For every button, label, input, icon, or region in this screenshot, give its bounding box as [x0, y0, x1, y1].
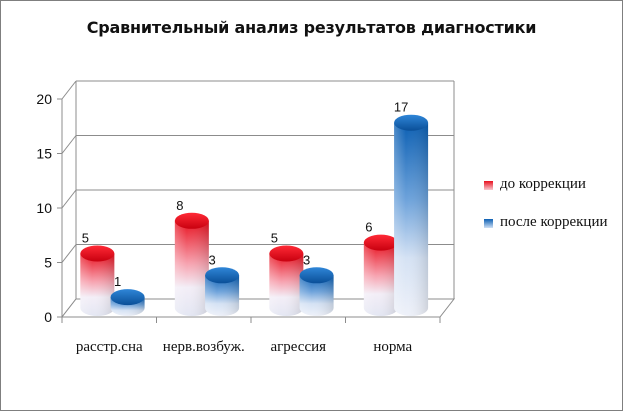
bars-group	[80, 114, 429, 316]
ytick-label-4: 20	[36, 91, 52, 107]
bar-0-1	[174, 212, 209, 316]
grid-diag-4	[61, 80, 77, 100]
bar-shade-0-0	[80, 253, 115, 316]
grid-diag-1	[61, 244, 77, 263]
bar-top-1-0	[110, 289, 145, 306]
ytick-label-0: 0	[44, 309, 52, 325]
bar-top-0-0	[80, 245, 115, 262]
data-label-1-2: 3	[303, 252, 310, 267]
floor	[60, 298, 456, 318]
bar-top-1-3	[394, 114, 429, 131]
labels-group: 5 1 8 3 5 3 6 17	[82, 100, 409, 289]
bar-0-3	[363, 234, 398, 316]
legend-label-0: до коррекции	[500, 176, 586, 192]
data-label-0-1: 8	[176, 198, 183, 213]
bar-1-2	[299, 267, 334, 316]
grid-diag-2	[61, 189, 77, 209]
bar-top-1-2	[299, 267, 334, 284]
bar-shade-1-2	[299, 275, 334, 316]
bar-shade-0-3	[363, 242, 398, 316]
legend-swatch-1	[484, 219, 493, 228]
data-label-1-0: 1	[114, 274, 121, 289]
legend-swatch-0	[484, 181, 493, 190]
bar-shade-0-1	[174, 220, 209, 316]
data-label-0-0: 5	[82, 231, 89, 246]
bar-0-0	[80, 245, 115, 316]
legend-label-1: после коррекции	[500, 214, 608, 230]
bar-shade-1-1	[205, 275, 240, 316]
category-label-3: норма	[373, 339, 412, 355]
bar-1-3	[394, 114, 429, 316]
category-label-0: расстр.сна	[76, 339, 143, 355]
chart-title: Сравнительный анализ результатов диагнос…	[86, 18, 537, 37]
ytick-label-2: 10	[36, 200, 52, 216]
bar-top-1-1	[205, 267, 240, 284]
bar-shade-1-3	[394, 122, 429, 316]
data-label-1-3: 17	[394, 100, 408, 115]
bar-0-2	[269, 245, 304, 316]
grid-diag-3	[61, 135, 77, 154]
category-label-2: агрессия	[270, 339, 326, 355]
ytick-label-1: 5	[44, 255, 52, 271]
ytick-label-3: 15	[36, 146, 52, 162]
bar-1-0	[110, 289, 145, 316]
data-label-0-2: 5	[271, 231, 278, 246]
bar-top-0-3	[363, 234, 398, 251]
data-label-1-1: 3	[208, 252, 215, 267]
bar-top-0-2	[269, 245, 304, 262]
category-label-1: нерв.возбуж.	[163, 339, 245, 355]
bar-top-0-1	[174, 212, 209, 229]
bar-shade-0-2	[269, 253, 304, 316]
bar-1-1	[205, 267, 240, 316]
data-label-0-3: 6	[365, 220, 372, 235]
